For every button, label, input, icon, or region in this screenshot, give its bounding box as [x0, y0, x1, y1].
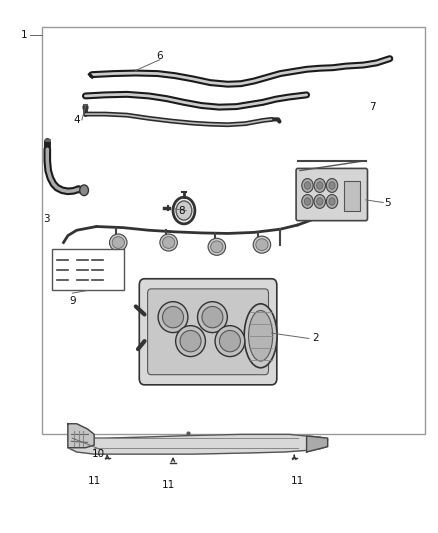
Ellipse shape: [215, 326, 245, 357]
Ellipse shape: [211, 241, 223, 253]
Bar: [344, 181, 360, 211]
Text: 8: 8: [178, 206, 185, 215]
Circle shape: [329, 198, 335, 205]
Bar: [52, 249, 124, 290]
Polygon shape: [68, 424, 328, 454]
Text: 9: 9: [69, 296, 76, 306]
Circle shape: [304, 198, 311, 205]
Text: 3: 3: [42, 214, 49, 223]
Polygon shape: [68, 424, 94, 448]
Ellipse shape: [110, 234, 127, 251]
Text: 7: 7: [369, 102, 376, 111]
Ellipse shape: [208, 238, 226, 255]
Ellipse shape: [198, 302, 227, 333]
Circle shape: [329, 182, 335, 189]
Text: 10: 10: [92, 449, 105, 459]
Ellipse shape: [219, 330, 240, 352]
Ellipse shape: [256, 239, 268, 251]
Ellipse shape: [249, 310, 272, 361]
Text: 6: 6: [156, 51, 163, 61]
Ellipse shape: [244, 304, 277, 368]
Ellipse shape: [180, 330, 201, 352]
Circle shape: [314, 179, 325, 192]
Circle shape: [80, 185, 88, 196]
Text: 2: 2: [312, 334, 319, 343]
Ellipse shape: [112, 237, 124, 248]
Text: 11: 11: [162, 480, 175, 490]
Text: 5: 5: [384, 198, 391, 207]
FancyBboxPatch shape: [148, 289, 268, 375]
Circle shape: [326, 179, 338, 192]
Polygon shape: [307, 436, 328, 452]
Ellipse shape: [162, 306, 184, 328]
Bar: [42, 27, 425, 434]
Circle shape: [314, 195, 325, 208]
Circle shape: [326, 195, 338, 208]
Ellipse shape: [202, 306, 223, 328]
Circle shape: [302, 195, 313, 208]
Ellipse shape: [253, 236, 271, 253]
FancyBboxPatch shape: [296, 168, 367, 221]
Text: 4: 4: [73, 115, 80, 125]
FancyBboxPatch shape: [139, 279, 277, 385]
Circle shape: [173, 197, 195, 224]
Ellipse shape: [176, 326, 205, 357]
Text: 1: 1: [21, 30, 28, 39]
Ellipse shape: [160, 234, 177, 251]
Ellipse shape: [162, 237, 175, 248]
Ellipse shape: [158, 302, 188, 333]
Circle shape: [302, 179, 313, 192]
Circle shape: [317, 198, 323, 205]
Circle shape: [176, 201, 192, 220]
Circle shape: [317, 182, 323, 189]
Text: 11: 11: [88, 476, 101, 486]
Text: 11: 11: [291, 476, 304, 486]
Circle shape: [304, 182, 311, 189]
